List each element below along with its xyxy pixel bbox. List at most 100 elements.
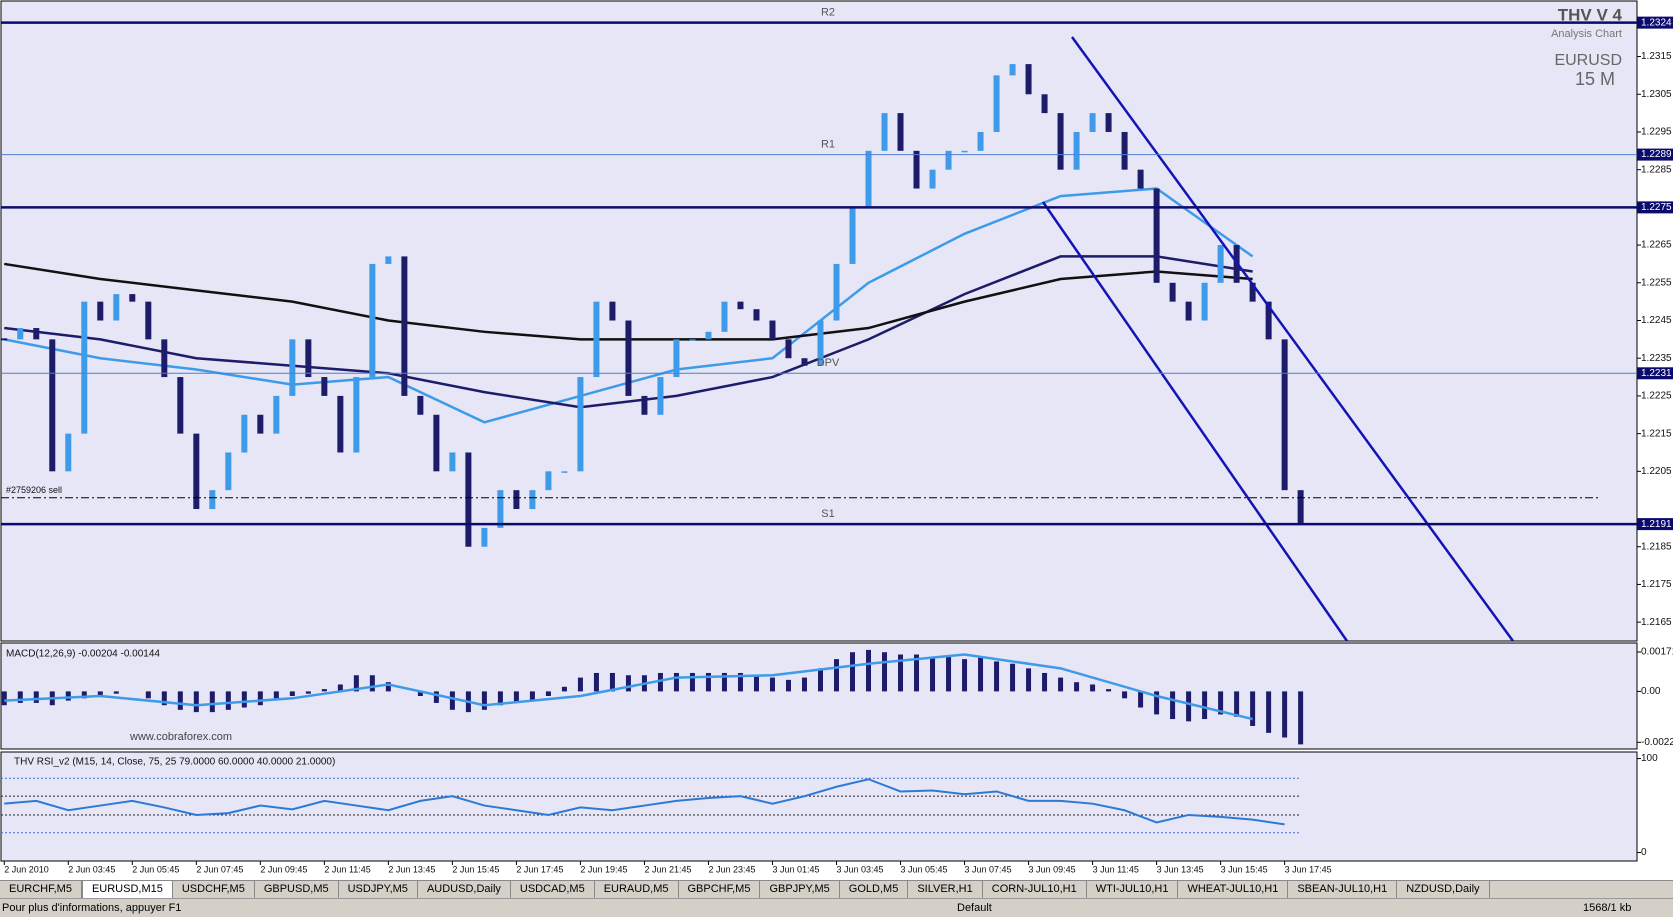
macd-bar	[1234, 691, 1240, 717]
macd-bar	[161, 691, 167, 706]
candle	[705, 331, 712, 340]
symbol-tab[interactable]: NZDUSD,Daily	[1397, 881, 1490, 899]
candle	[913, 150, 920, 189]
macd-bar	[1250, 691, 1256, 726]
symbol-tab[interactable]: WHEAT-JUL10,H1	[1178, 881, 1289, 899]
macd-bar	[1186, 691, 1192, 722]
candle	[481, 527, 488, 547]
macd-bar	[737, 672, 743, 692]
order-label: #2759206 sell	[6, 485, 62, 495]
candle	[721, 301, 728, 332]
candle	[609, 301, 616, 321]
symbol-tab[interactable]: USDCHF,M5	[173, 881, 255, 899]
candle	[849, 207, 856, 264]
candle	[1249, 282, 1256, 302]
symbol-tab[interactable]: GOLD,M5	[840, 881, 909, 899]
symbol: EURUSD	[1554, 52, 1622, 69]
candle	[209, 490, 216, 510]
level-value: 1.2275	[1641, 202, 1672, 213]
macd-bar	[1202, 691, 1208, 720]
level-label: S1	[821, 508, 834, 520]
candle	[161, 339, 168, 378]
macd-bar	[1138, 691, 1144, 708]
symbol-tab[interactable]: EURUSD,M15	[81, 881, 173, 899]
macd-bar	[273, 691, 279, 699]
macd-bar	[1218, 691, 1224, 715]
title: THV V 4	[1558, 5, 1623, 24]
x-tick-label: 3 Jun 03:45	[837, 864, 884, 874]
macd-bar	[898, 654, 904, 692]
symbol-tab[interactable]: EURCHF,M5	[0, 881, 82, 899]
symbol-tab[interactable]: GBPUSD,M5	[255, 881, 339, 899]
symbol-tab[interactable]: WTI-JUL10,H1	[1087, 881, 1179, 899]
macd-bar	[225, 691, 231, 710]
x-tick-label: 2 Jun 07:45	[196, 864, 243, 874]
candle	[1297, 490, 1304, 525]
symbol-tab[interactable]: USDCAD,M5	[511, 881, 595, 899]
y-tick-label: 1.2285	[1641, 164, 1672, 175]
macd-bar	[817, 668, 823, 692]
candle	[97, 301, 104, 321]
x-tick-label: 3 Jun 11:45	[1093, 864, 1139, 874]
status-profile: Default	[957, 902, 992, 914]
candle	[289, 339, 296, 396]
candle	[513, 490, 520, 510]
symbol-tab[interactable]: SBEAN-JUL10,H1	[1288, 881, 1398, 899]
y-tick-label: 1.2305	[1641, 89, 1672, 100]
timeframe: 15 M	[1575, 69, 1615, 89]
candle	[593, 301, 600, 378]
macd-bar	[1010, 663, 1016, 692]
candle	[961, 150, 968, 153]
symbol-tab[interactable]: AUDUSD,Daily	[418, 881, 511, 899]
candle	[1169, 282, 1176, 302]
x-tick-label: 3 Jun 01:45	[772, 864, 819, 874]
x-tick-label: 3 Jun 09:45	[1029, 864, 1076, 874]
candle	[977, 131, 984, 151]
candle	[1025, 64, 1032, 95]
candle	[1105, 113, 1112, 132]
candle	[337, 395, 344, 453]
candle	[577, 377, 584, 472]
symbol-tab[interactable]: USDJPY,M5	[339, 881, 418, 899]
y-tick-label: 1.2205	[1641, 466, 1672, 477]
macd-bar	[113, 691, 119, 694]
symbol-tab[interactable]: SILVER,H1	[908, 881, 983, 899]
rsi-line	[4, 778, 1285, 826]
symbol-tab[interactable]: GBPJPY,M5	[760, 881, 840, 899]
symbol-tab[interactable]: CORN-JUL10,H1	[983, 881, 1087, 899]
x-tick-label: 2 Jun 23:45	[708, 864, 755, 874]
macd-bar	[962, 659, 968, 692]
macd-bar	[705, 672, 711, 692]
macd-signal	[4, 653, 1253, 721]
candle	[833, 263, 840, 321]
macd-bar	[257, 691, 263, 706]
macd-bar	[337, 684, 343, 692]
macd-bar	[1266, 691, 1272, 733]
macd-bar	[561, 686, 567, 692]
macd-bar	[33, 691, 39, 703]
symbol-tab[interactable]: EURAUD,M5	[595, 881, 679, 899]
level-tag	[1637, 367, 1673, 380]
macd-bar	[625, 675, 631, 692]
x-tick-label: 3 Jun 13:45	[1157, 864, 1204, 874]
macd-bar	[769, 677, 775, 692]
macd-bar	[1026, 668, 1032, 692]
candle	[1217, 245, 1224, 283]
macd-bar	[721, 672, 727, 692]
macd-bar	[785, 679, 791, 692]
x-tick-label: 3 Jun 17:45	[1285, 864, 1332, 874]
moving-average	[4, 255, 1253, 409]
candle	[305, 339, 312, 378]
x-tick-label: 2 Jun 19:45	[580, 864, 627, 874]
candle	[641, 395, 648, 415]
macd-bar	[65, 691, 71, 701]
candle	[1265, 301, 1272, 340]
candle	[1009, 64, 1016, 76]
candle	[49, 339, 56, 472]
candle	[897, 113, 904, 151]
symbol-tab[interactable]: GBPCHF,M5	[679, 881, 761, 899]
candle	[497, 490, 504, 528]
candle	[193, 433, 200, 510]
candle	[1281, 339, 1288, 491]
